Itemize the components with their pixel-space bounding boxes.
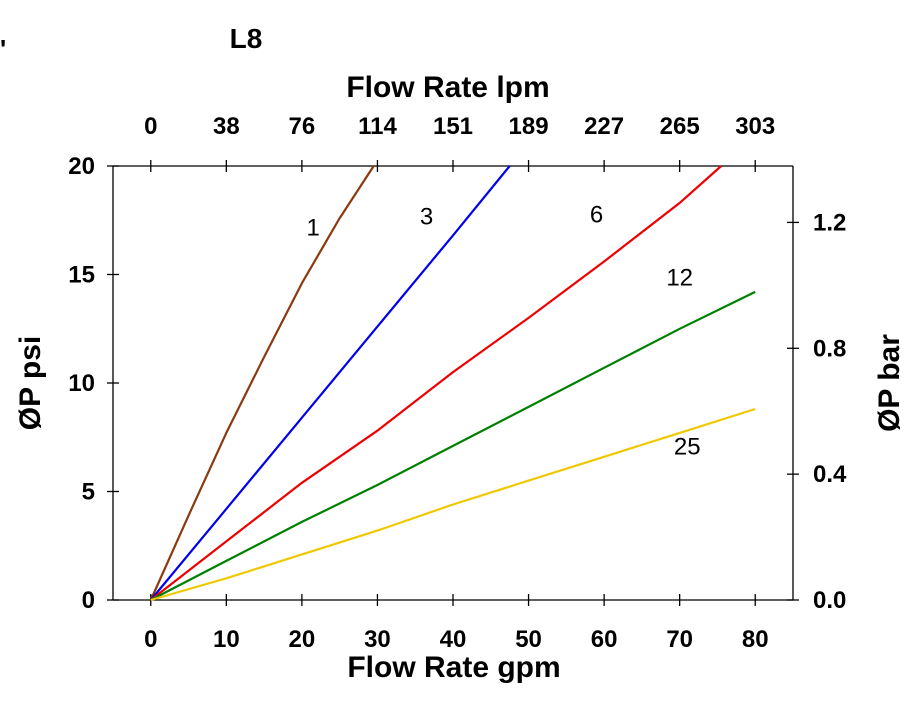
series-labels: 1 3 6 12 25 xyxy=(307,201,701,460)
bottom-axis-title: Flow Rate gpm xyxy=(347,651,560,684)
plot-frame xyxy=(112,165,794,601)
x2-tick-label: 303 xyxy=(735,113,775,140)
y-tick-label: 15 xyxy=(68,262,95,289)
x2-tick-label: 227 xyxy=(584,113,624,140)
axis-ticks xyxy=(107,160,799,606)
x2-tick-label: 76 xyxy=(289,113,316,140)
corner-mark: ' xyxy=(0,34,6,64)
tick-labels: 0 10 20 30 40 50 60 70 800 38 76 114 151 189 227 265 303… xyxy=(68,113,847,653)
series-lines xyxy=(149,165,756,602)
y-tick-label: 20 xyxy=(68,153,95,180)
x-tick-label: 40 xyxy=(440,626,467,653)
series-label-25: 25 xyxy=(674,434,701,461)
series-label-3: 3 xyxy=(420,204,433,231)
series-line-12 xyxy=(150,290,756,601)
y2-tick-label: 0.0 xyxy=(813,587,846,614)
y-tick-label: 5 xyxy=(82,479,95,506)
x-tick-label: 60 xyxy=(591,626,618,653)
series-line-25 xyxy=(150,407,756,602)
x-tick-label: 20 xyxy=(289,626,316,653)
x2-tick-label: 114 xyxy=(358,113,397,140)
x-tick-label: 0 xyxy=(144,626,157,653)
left-axis-title: ØP psi xyxy=(14,336,47,430)
right-axis-title: ØP bar xyxy=(873,334,906,432)
y2-tick-label: 0.8 xyxy=(813,335,846,362)
series-label-6: 6 xyxy=(590,201,603,228)
y-tick-label: 0 xyxy=(82,587,95,614)
x-tick-label: 70 xyxy=(666,626,693,653)
series-label-1: 1 xyxy=(307,214,320,241)
top-axis-title: Flow Rate lpm xyxy=(346,71,549,104)
x-tick-label: 80 xyxy=(742,626,769,653)
series-label-12: 12 xyxy=(666,264,693,291)
x-tick-label: 50 xyxy=(515,626,542,653)
x2-tick-label: 38 xyxy=(213,113,240,140)
x2-tick-label: 265 xyxy=(660,113,700,140)
y-tick-label: 10 xyxy=(68,370,95,397)
series-line-3 xyxy=(149,165,511,601)
x2-tick-label: 151 xyxy=(433,113,473,140)
x-tick-label: 30 xyxy=(364,626,391,653)
x-tick-label: 10 xyxy=(213,626,240,653)
series-line-6 xyxy=(150,165,722,601)
chart-title: L8 xyxy=(230,23,263,54)
x2-tick-label: 189 xyxy=(509,113,549,140)
series-line-1 xyxy=(149,165,375,601)
x2-tick-label: 0 xyxy=(144,113,157,140)
y2-tick-label: 1.2 xyxy=(813,209,846,236)
y2-tick-label: 0.4 xyxy=(813,461,847,488)
